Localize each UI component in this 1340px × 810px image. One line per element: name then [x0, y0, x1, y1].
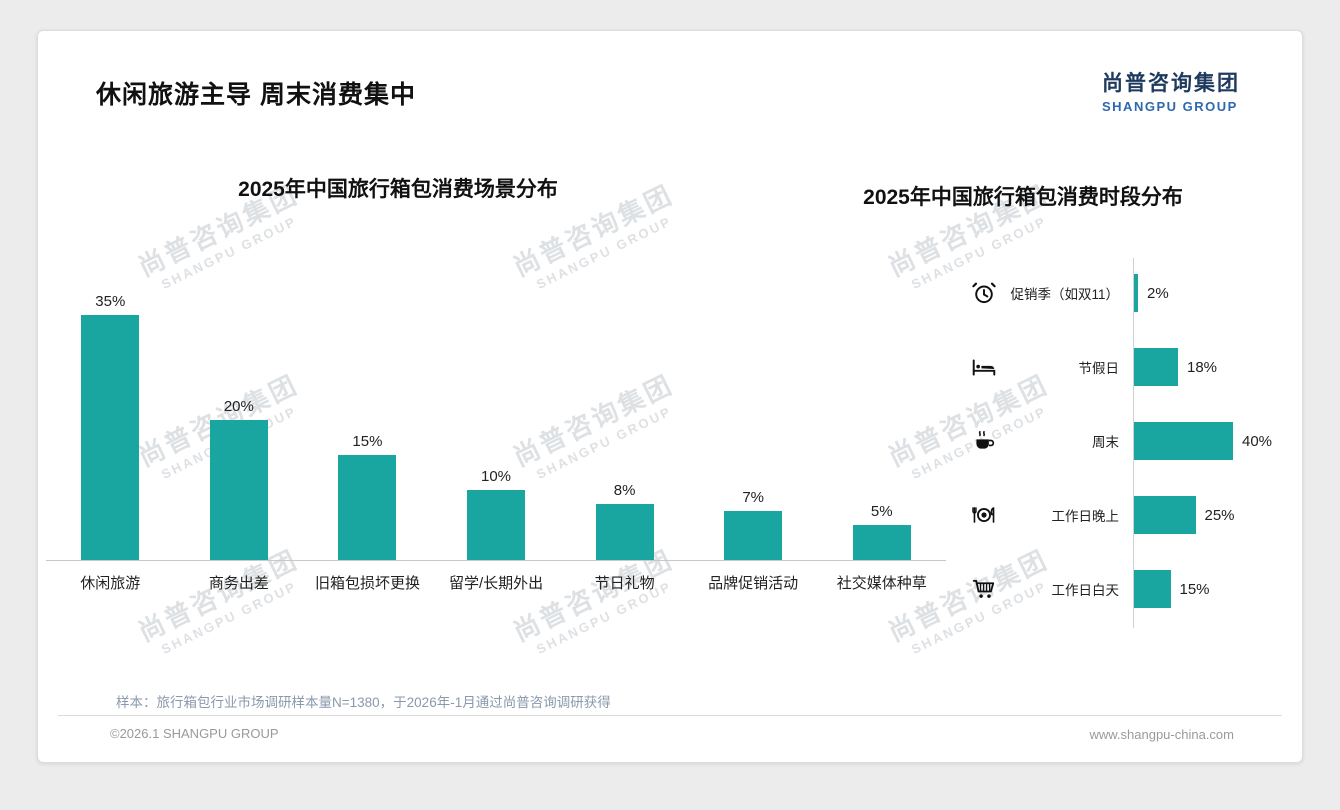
bed-icon: [963, 354, 1005, 380]
time-chart-title: 2025年中国旅行箱包消费时段分布: [863, 186, 1183, 209]
scene-bar-column: 20%: [175, 398, 304, 560]
time-category-label: 工作日白天: [1051, 583, 1120, 598]
time-row: 周末 40%: [963, 404, 1302, 478]
dining-icon: [963, 502, 1005, 528]
slide: 尚普咨询集团 SHANGPU GROUP 尚普咨询集团 SHANGPU GROUP 尚普…: [37, 30, 1303, 763]
time-bar: [1133, 496, 1196, 534]
scene-bar-column: 35%: [46, 293, 175, 560]
time-chart: 促销季（如双11） 2% 节假日 18% 周末 40% 工作日晚上 25% 工作日白天 15%: [963, 256, 1302, 628]
time-row: 工作日晚上 25%: [963, 478, 1302, 552]
time-bar: [1133, 422, 1233, 460]
time-chart-axis: [1133, 258, 1134, 628]
scene-category-label: 社交媒体种草: [836, 575, 927, 592]
time-category-label: 周末: [1092, 435, 1119, 450]
logo-en-text: SHANGPU GROUP: [1102, 99, 1238, 114]
copyright-text: ©2026.1 SHANGPU GROUP: [110, 726, 279, 741]
scene-category-label: 旧箱包损坏更换: [314, 575, 420, 592]
time-category-label: 促销季（如双11）: [1010, 287, 1119, 302]
scene-bar-column: 7%: [689, 489, 818, 560]
scene-chart: 35% 20% 15% 10% 8% 7% 5% 休闲旅游 商务出差 旧箱包损坏更换 留学/长期外…: [46, 269, 946, 593]
coffee-icon: [963, 428, 1005, 454]
scene-bar: [467, 490, 526, 560]
scene-bar-column: 8%: [560, 482, 689, 560]
time-bar-wrap: 25%: [1133, 496, 1235, 534]
page-title: 休闲旅游主导 周末消费集中: [96, 81, 416, 109]
scene-bar: [724, 511, 783, 560]
scene-bar-value: 15%: [352, 433, 383, 450]
scene-chart-bars: 35% 20% 15% 10% 8% 7% 5%: [46, 269, 946, 561]
time-bar-wrap: 40%: [1133, 422, 1272, 460]
time-bar-value: 15%: [1179, 580, 1210, 598]
scene-bar: [595, 504, 654, 560]
scene-bar-value: 7%: [742, 489, 765, 506]
scene-category-label: 留学/长期外出: [448, 575, 544, 592]
time-bar-value: 2%: [1147, 284, 1169, 302]
time-bar: [1133, 348, 1178, 386]
sample-note: 样本：旅行箱包行业市场调研样本量N=1380，于2026年-1月通过尚普咨询调研…: [116, 695, 611, 710]
scene-bar-value: 10%: [481, 468, 512, 485]
scene-bar: [81, 315, 140, 560]
scene-bar-value: 8%: [613, 482, 636, 499]
time-row: 工作日白天 15%: [963, 552, 1302, 626]
time-bar-wrap: 15%: [1133, 570, 1210, 608]
scene-bar: [338, 455, 397, 560]
time-bar-value: 18%: [1187, 358, 1218, 376]
scene-bar-value: 20%: [223, 398, 254, 415]
scene-bar-column: 5%: [817, 503, 946, 560]
logo: 尚普咨询集团 SHANGPU GROUP: [1102, 67, 1240, 114]
time-bar: [1133, 570, 1171, 608]
scene-bar: [209, 420, 268, 560]
scene-bar-column: 10%: [432, 468, 561, 560]
logo-cn-text: 尚普咨询集团: [1102, 72, 1240, 95]
time-bar-value: 25%: [1204, 506, 1235, 524]
scene-bar-value: 5%: [870, 503, 893, 520]
time-category-label: 工作日晚上: [1051, 509, 1120, 524]
time-bar-value: 40%: [1242, 432, 1273, 450]
website-text: www.shangpu-china.com: [1089, 727, 1234, 742]
scene-category-label: 品牌促销活动: [708, 575, 799, 592]
time-chart-rows: 促销季（如双11） 2% 节假日 18% 周末 40% 工作日晚上 25% 工作日白天 15%: [963, 256, 1302, 626]
time-row: 促销季（如双11） 2%: [963, 256, 1302, 330]
scene-bar: [852, 525, 911, 560]
time-bar-wrap: 2%: [1133, 274, 1169, 312]
scene-category-label: 休闲旅游: [80, 575, 141, 592]
time-bar-wrap: 18%: [1133, 348, 1217, 386]
scene-category-label: 商务出差: [208, 575, 269, 592]
shopping-cart-icon: [963, 576, 1005, 602]
scene-bar-column: 15%: [303, 433, 432, 560]
time-bar: [1133, 274, 1138, 312]
scene-category-label: 节日礼物: [594, 575, 655, 592]
scene-chart-labels: 休闲旅游 商务出差 旧箱包损坏更换 留学/长期外出 节日礼物 品牌促销活动 社交媒体种草: [46, 561, 946, 593]
alarm-clock-icon: [963, 280, 1005, 306]
scene-chart-title: 2025年中国旅行箱包消费场景分布: [238, 178, 558, 201]
time-row: 节假日 18%: [963, 330, 1302, 404]
footer-divider: [58, 715, 1282, 716]
scene-bar-value: 35%: [95, 293, 126, 310]
time-category-label: 节假日: [1078, 361, 1120, 376]
